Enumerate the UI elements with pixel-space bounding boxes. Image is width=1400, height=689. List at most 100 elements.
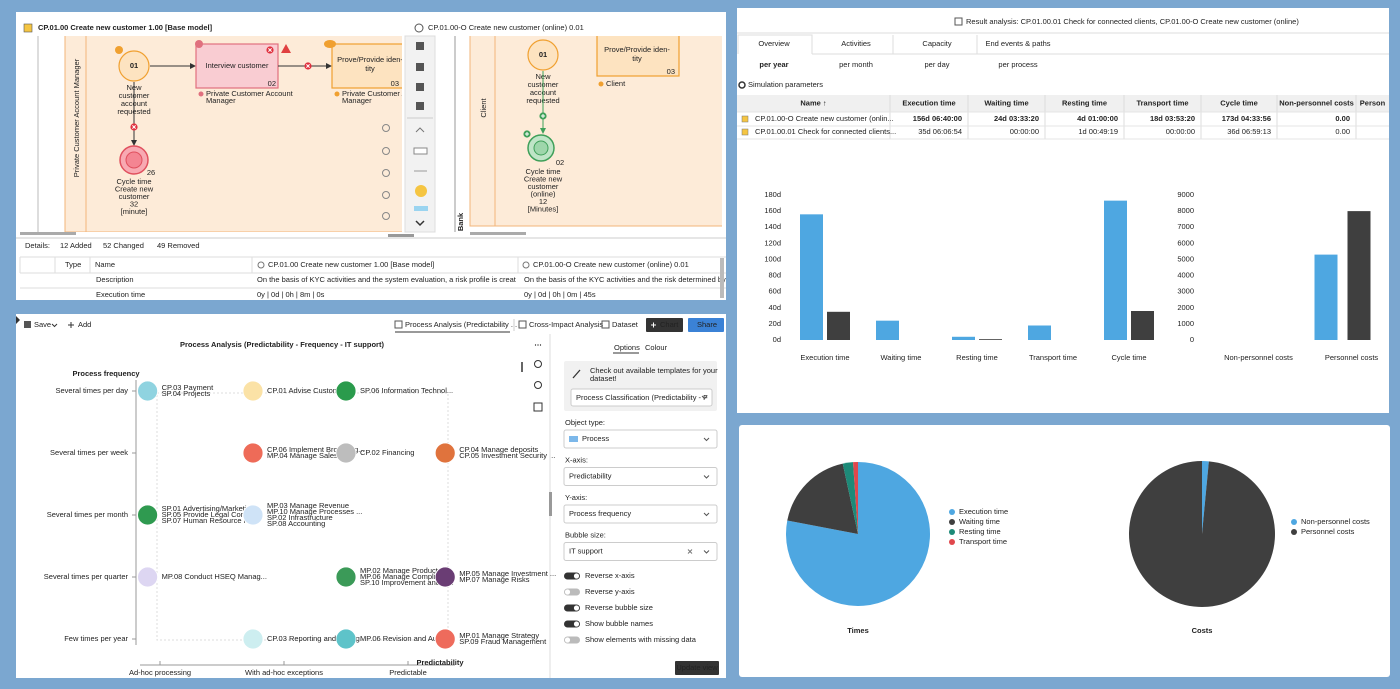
field-select[interactable] [563, 504, 718, 524]
dropdown-caret [703, 512, 710, 517]
update-button[interactable]: Update view [676, 663, 718, 672]
changed-count: 52 Changed [103, 241, 144, 250]
bubble[interactable] [242, 442, 264, 464]
chart-button-bg[interactable] [646, 318, 683, 332]
column-header: Type [65, 260, 81, 269]
share-button-bg[interactable] [688, 318, 724, 332]
bubble[interactable] [137, 504, 159, 526]
clear-icon[interactable] [687, 549, 693, 554]
palette-tool[interactable] [416, 63, 424, 71]
view-tab[interactable]: Dataset [612, 320, 639, 329]
bubble[interactable] [434, 442, 456, 464]
more-menu[interactable]: ⋯ [534, 340, 542, 349]
zoom-tool[interactable] [382, 124, 390, 132]
view-tab[interactable]: Cross-Impact Analysis [529, 320, 603, 329]
export-tool[interactable] [533, 402, 543, 412]
bubble-name: MP.03 Manage Revenue [267, 501, 349, 510]
toggle-knob [573, 621, 580, 627]
palette-down[interactable] [415, 220, 425, 227]
template-value[interactable]: Process Classification (Predictability -… [576, 393, 708, 402]
bubble[interactable] [137, 380, 159, 402]
removed-marker [268, 48, 272, 52]
field-select[interactable] [563, 429, 718, 449]
process-link[interactable]: CP.01.00-O Create new customer (onlin... [755, 114, 894, 123]
zoom-tool[interactable] [534, 360, 542, 368]
field-value[interactable]: Predictability [569, 471, 612, 480]
bubble[interactable] [335, 442, 357, 464]
field-value[interactable]: Process [582, 434, 609, 443]
column-header: CP.01.00-O Create new customer (online) … [533, 260, 689, 269]
template-select[interactable] [570, 388, 713, 407]
removed-badge [195, 40, 203, 48]
y-tick-label: Several times per month [47, 510, 128, 519]
palette-shape[interactable] [413, 147, 428, 155]
bubble[interactable] [242, 504, 264, 526]
row-value: 0y | 0d | 0h | 0m | 45s [524, 290, 596, 299]
collapse-handle [16, 316, 20, 324]
zoom-tool[interactable] [382, 212, 390, 220]
event-id: 01 [130, 61, 138, 70]
period-option[interactable]: per month [839, 60, 873, 69]
tab-icon [601, 320, 610, 329]
zoom-tool[interactable] [534, 381, 542, 389]
y-tick-label: 6000 [1177, 238, 1194, 247]
legend-swatch [1291, 529, 1297, 535]
zoom-tool[interactable] [382, 191, 390, 199]
add-button[interactable]: Add [78, 320, 91, 329]
palette-tool[interactable] [416, 83, 424, 91]
bubble-name: SP.01 Advertising/Marketing [162, 504, 255, 513]
pie-slice [853, 462, 858, 534]
bubble[interactable] [335, 566, 357, 588]
bubble[interactable] [434, 566, 456, 588]
legend-swatch [949, 519, 955, 525]
palette-up[interactable] [415, 127, 425, 133]
bubble[interactable] [242, 380, 264, 402]
palette-shape[interactable] [415, 185, 427, 197]
field-select[interactable] [563, 542, 718, 561]
update-button-bg[interactable] [675, 661, 719, 675]
event-label: Create new [524, 174, 563, 183]
result-tab[interactable]: Activities [841, 39, 871, 48]
palette-shape[interactable] [414, 206, 428, 211]
tab-icon [518, 320, 527, 329]
share-button[interactable]: Share [697, 320, 717, 329]
period-option[interactable]: per day [924, 60, 949, 69]
bubble-name: MP.10 Manage Processes ... [267, 507, 362, 516]
bubble[interactable] [335, 628, 357, 650]
field-value[interactable]: IT support [569, 546, 604, 555]
bubble[interactable] [242, 628, 264, 650]
legend-label: Resting time [959, 527, 1001, 536]
pie-slice [1128, 461, 1275, 607]
process-link[interactable]: CP.01.00.01 Check for connected clients.… [755, 127, 896, 136]
field-value[interactable]: Process frequency [569, 509, 631, 518]
event-id: 02 [556, 158, 564, 167]
save-icon[interactable] [24, 321, 31, 328]
y-tick-label: 60d [768, 287, 781, 296]
view-tab[interactable]: Process Analysis (Predictability ... [405, 320, 517, 329]
chart-button[interactable]: Chart [660, 320, 679, 329]
x-tick-label: Cycle time [1111, 353, 1146, 362]
column-header: Waiting time [984, 98, 1028, 107]
y-tick-label: 180d [764, 190, 781, 199]
bubble[interactable] [137, 566, 159, 588]
options-tab[interactable]: Options [614, 343, 640, 352]
result-tab[interactable]: Overview [758, 39, 790, 48]
zoom-tool[interactable] [382, 147, 390, 155]
period-option[interactable]: per year [759, 60, 788, 69]
y-tick-label: 100d [764, 254, 781, 263]
palette-tool[interactable] [416, 42, 424, 50]
save-button[interactable]: Save [34, 320, 51, 329]
options-tab[interactable]: Colour [645, 343, 668, 352]
y-tick-label: 5000 [1177, 254, 1194, 263]
bubble[interactable] [434, 628, 456, 650]
period-option[interactable]: per process [998, 60, 1037, 69]
palette-tool[interactable] [416, 102, 424, 110]
result-tab[interactable]: End events & paths [985, 39, 1050, 48]
bubble-name: CP.06 Implement Brokering... [267, 445, 364, 454]
bubble-name: SP.08 Accounting [267, 519, 325, 528]
bubble[interactable] [335, 380, 357, 402]
result-tab[interactable]: Capacity [922, 39, 951, 48]
zoom-tool[interactable] [382, 169, 390, 177]
field-select[interactable] [563, 467, 718, 486]
